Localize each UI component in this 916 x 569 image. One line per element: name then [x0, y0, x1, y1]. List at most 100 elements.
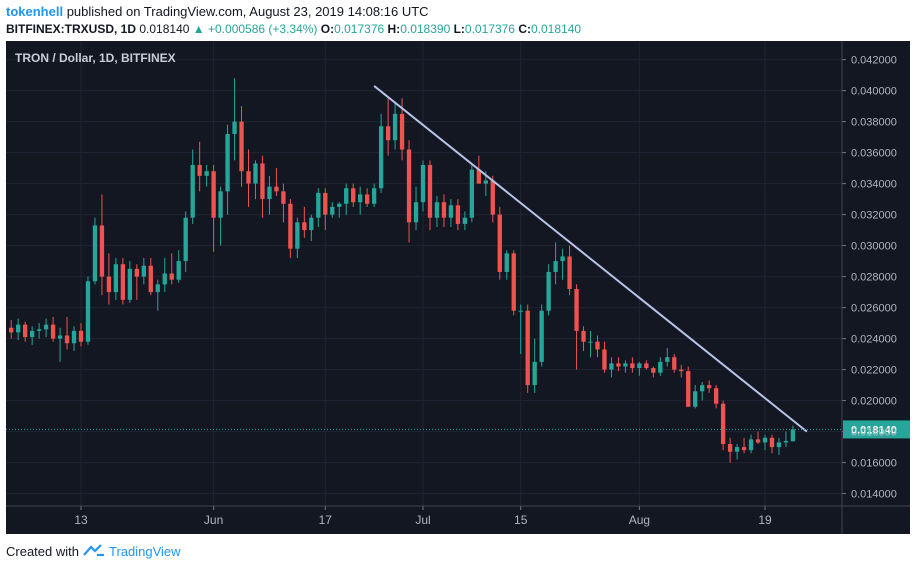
- candle-body: [741, 447, 747, 451]
- low-label: L:: [453, 22, 465, 36]
- candle: [225, 124, 230, 215]
- candle: [720, 400, 726, 451]
- candle-body: [211, 171, 216, 218]
- candle-body: [755, 439, 761, 443]
- candle: [232, 78, 237, 161]
- candle-body: [371, 188, 377, 204]
- candle: [623, 360, 628, 373]
- candle-body: [476, 169, 482, 184]
- candle-body: [274, 186, 279, 192]
- candle: [371, 183, 377, 207]
- candle: [553, 242, 558, 285]
- candle-body: [720, 403, 726, 444]
- up-arrow-icon: ▲: [192, 22, 205, 36]
- y-tick-label: 0.028000: [851, 272, 897, 284]
- candle-body: [672, 357, 677, 370]
- candle-body: [532, 361, 537, 386]
- candle: [134, 264, 140, 300]
- candle: [22, 321, 28, 342]
- candle: [532, 338, 537, 393]
- candle-body: [323, 192, 328, 215]
- candle-body: [448, 205, 454, 218]
- candle-body: [246, 171, 251, 184]
- candle: [92, 217, 98, 285]
- candlestick-chart[interactable]: 0.018140 0.042000 0.040000 0.038000 0.03600…: [6, 41, 910, 534]
- y-tick-label: 0.042000: [851, 55, 897, 67]
- candle: [748, 434, 754, 454]
- candle: [595, 335, 600, 358]
- candle-body: [190, 165, 195, 218]
- candle-body: [43, 324, 49, 330]
- candle-body: [330, 206, 335, 215]
- candle-body: [71, 330, 77, 344]
- candle: [148, 258, 153, 296]
- candle-body: [434, 202, 440, 218]
- chart-panel[interactable]: 0.018140 0.042000 0.040000 0.038000 0.03600…: [6, 41, 910, 534]
- candle: [57, 327, 63, 362]
- candle-body: [511, 253, 516, 311]
- last-price: 0.018140: [139, 22, 190, 36]
- candle-body: [706, 385, 712, 389]
- candle-body: [497, 214, 502, 272]
- candle-body: [337, 203, 342, 207]
- candle: [358, 186, 363, 215]
- candle: [525, 304, 530, 393]
- candle: [99, 194, 105, 296]
- candle-body: [225, 134, 230, 192]
- publish-info: tokenhell published on TradingView.com, …: [6, 4, 429, 19]
- candle: [302, 206, 307, 238]
- candle: [190, 149, 195, 224]
- candle: [490, 175, 495, 223]
- candle-body: [85, 281, 91, 342]
- candle: [734, 444, 740, 460]
- y-tick-label: 0.014000: [851, 489, 897, 501]
- candle: [330, 202, 335, 218]
- x-tick-label: Jun: [204, 513, 223, 527]
- candle: [281, 183, 286, 223]
- candle-body: [581, 330, 586, 342]
- candle-body: [504, 253, 509, 272]
- candle-body: [183, 217, 188, 262]
- candle: [693, 385, 698, 409]
- candle-body: [364, 194, 370, 204]
- candle: [29, 326, 35, 345]
- candle: [581, 326, 586, 351]
- candle-body: [36, 329, 42, 331]
- candle-body: [316, 192, 321, 218]
- change-value: +0.000586 (+3.34%): [208, 22, 318, 36]
- candle-body: [218, 191, 223, 218]
- y-tick-label: 0.024000: [851, 334, 897, 346]
- candle: [162, 258, 167, 293]
- y-tick-label: 0.018000: [851, 427, 897, 439]
- candle-body: [204, 171, 209, 176]
- candle: [539, 304, 544, 367]
- author-link[interactable]: tokenhell: [6, 4, 64, 19]
- open-label: O:: [320, 22, 335, 36]
- candle: [441, 194, 447, 227]
- candle: [267, 175, 272, 215]
- candle: [169, 253, 174, 285]
- candle: [420, 160, 426, 212]
- candle: [211, 165, 216, 252]
- candle: [602, 341, 607, 373]
- candle-body: [602, 349, 607, 370]
- candle-body: [162, 273, 167, 285]
- candle-body: [616, 363, 621, 367]
- candle-body: [748, 439, 754, 451]
- candle-body: [539, 310, 544, 362]
- candle-body: [92, 225, 98, 282]
- candle-body: [260, 163, 265, 200]
- candle-body: [57, 335, 63, 339]
- candle: [644, 360, 649, 370]
- candle-body: [232, 121, 237, 134]
- candle-body: [344, 188, 349, 204]
- candle-body: [120, 264, 126, 300]
- x-tick-label: 15: [514, 513, 528, 527]
- candle: [260, 155, 265, 218]
- candle-body: [64, 335, 70, 344]
- tradingview-brand[interactable]: TradingView: [108, 544, 181, 559]
- candle: [448, 199, 454, 227]
- candle: [434, 196, 440, 227]
- candle-body: [148, 265, 153, 293]
- candle-body: [518, 310, 523, 312]
